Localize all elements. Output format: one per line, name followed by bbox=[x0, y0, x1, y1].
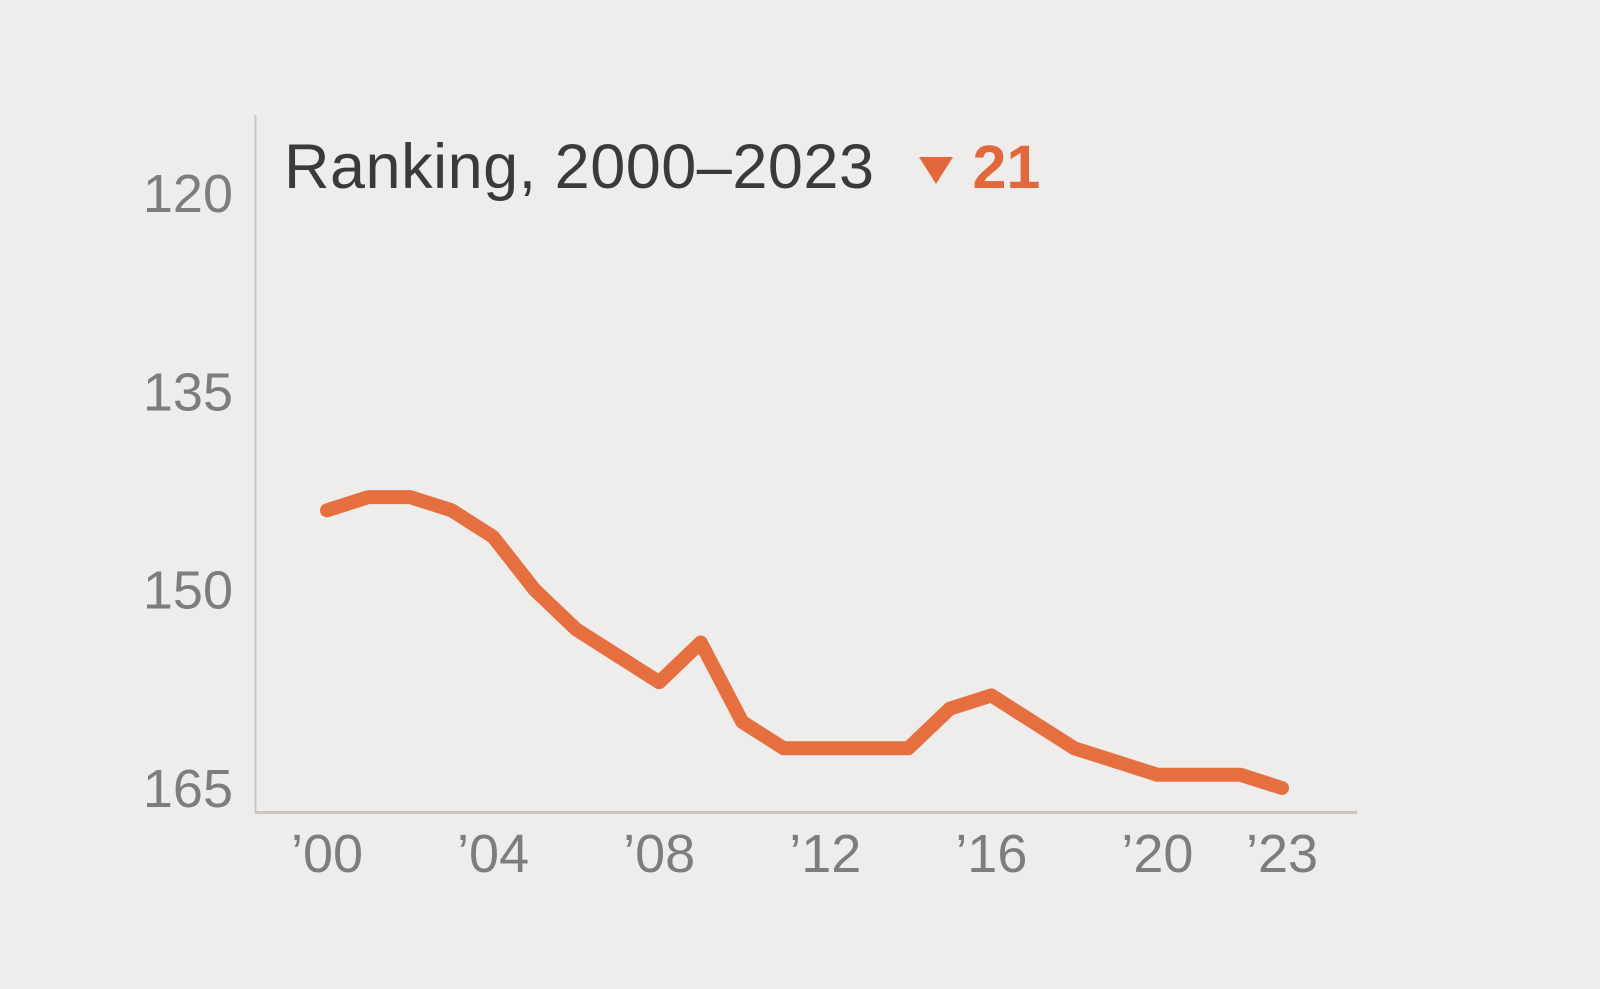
x-tick-label: ’23 bbox=[1246, 824, 1318, 884]
y-tick-label: 120 bbox=[143, 164, 233, 224]
y-tick-label: 135 bbox=[143, 362, 233, 422]
x-tick-label: ’00 bbox=[291, 824, 363, 884]
chart-title: Ranking, 2000–2023 bbox=[284, 132, 875, 202]
chart-header: Ranking, 2000–2023 21 bbox=[284, 128, 1040, 206]
x-tick-label: ’12 bbox=[789, 824, 861, 884]
x-tick-label: ’08 bbox=[623, 824, 695, 884]
triangle-down-icon bbox=[918, 156, 953, 184]
ranking-line bbox=[320, 490, 1289, 795]
x-tick-label: ’20 bbox=[1121, 824, 1193, 884]
y-tick-label: 165 bbox=[143, 759, 233, 819]
x-tick-label: ’16 bbox=[955, 824, 1027, 884]
x-tick-label: ’04 bbox=[457, 824, 529, 884]
rank-change-value: 21 bbox=[972, 133, 1041, 201]
y-tick-label: 150 bbox=[143, 561, 233, 621]
